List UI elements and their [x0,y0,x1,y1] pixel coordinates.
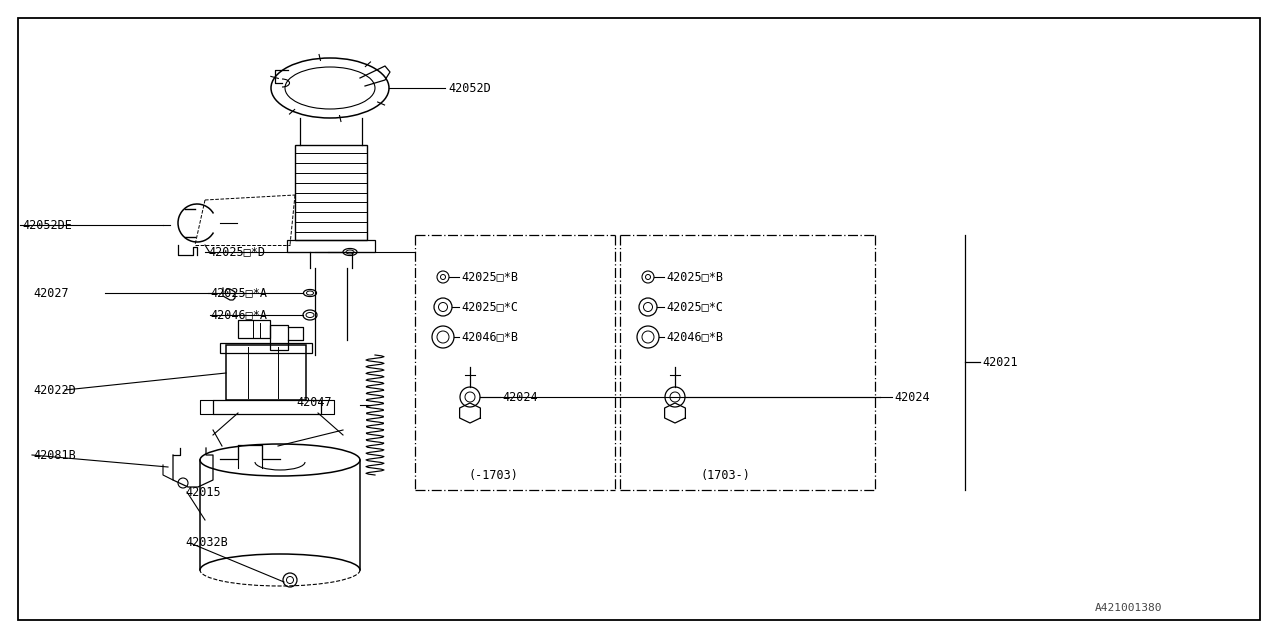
Bar [212,400,321,414]
Text: 42052D: 42052D [448,81,490,95]
Bar [270,325,288,350]
Text: 42021: 42021 [982,355,1018,369]
Text: 42025□*C: 42025□*C [666,301,723,314]
Text: 42052DE: 42052DE [22,218,72,232]
Text: 42025□*B: 42025□*B [666,271,723,284]
Bar [227,345,306,400]
Text: 42046□*A: 42046□*A [210,308,268,321]
Bar [238,320,270,338]
Bar [294,145,367,240]
Bar [220,343,312,353]
Text: 42024: 42024 [502,390,538,403]
Text: 42022D: 42022D [33,383,76,397]
Text: 42024: 42024 [893,390,929,403]
Text: 42047: 42047 [296,396,332,408]
Text: 42046□*B: 42046□*B [461,330,518,344]
Bar [287,240,375,252]
Text: 42015: 42015 [186,486,220,499]
Text: 42025□*D: 42025□*D [209,246,265,259]
Text: 42032B: 42032B [186,536,228,550]
Text: (-1703): (-1703) [468,468,518,481]
Text: 42025□*C: 42025□*C [461,301,518,314]
Text: (1703-): (1703-) [700,468,750,481]
Text: 42081B: 42081B [33,449,76,461]
Text: 42025□*B: 42025□*B [461,271,518,284]
Text: A421001380: A421001380 [1094,603,1162,613]
Text: 42025□*A: 42025□*A [210,287,268,300]
Text: 42046□*B: 42046□*B [666,330,723,344]
Text: 42027: 42027 [33,287,69,300]
